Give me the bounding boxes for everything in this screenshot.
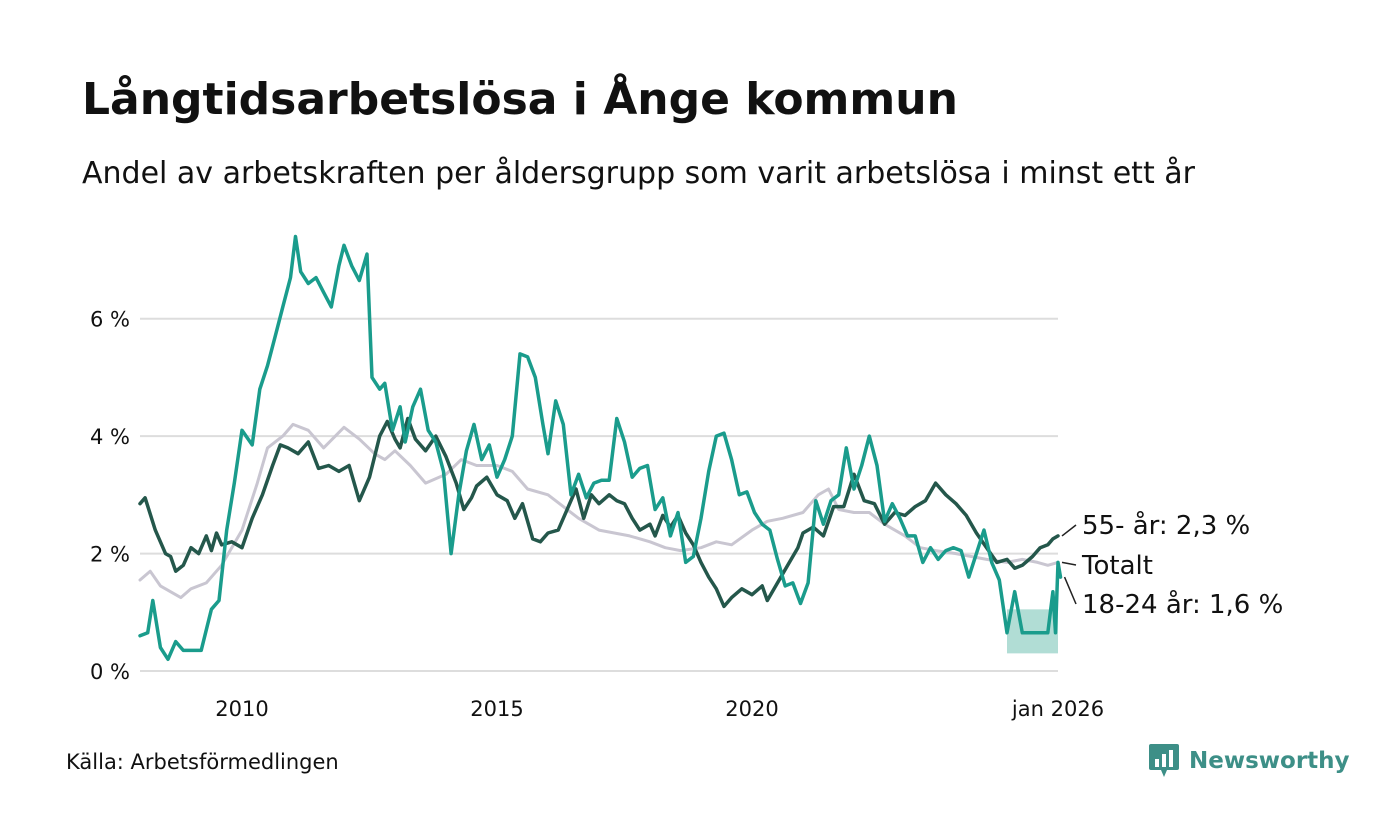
y-tick-label: 6 % [90, 308, 130, 332]
y-tick-label: 2 % [90, 543, 130, 567]
chart-title: Långtidsarbetslösa i Ånge kommun [82, 74, 958, 125]
label-leader-line [1061, 561, 1077, 566]
label-leader-line [1061, 524, 1077, 537]
y-tick-label: 0 % [90, 660, 130, 684]
series-end-label: 18-24 år: 1,6 % [1082, 589, 1283, 620]
x-tick-label: 2010 [215, 697, 268, 721]
x-tick-label: 2020 [725, 697, 778, 721]
series-line-senior [138, 416, 1060, 609]
x-tick-label: jan 2026 [1011, 697, 1104, 721]
chart-subtitle: Andel av arbetskraften per åldersgrupp s… [82, 156, 1195, 191]
source-credit: Källa: Arbetsförmedlingen [66, 750, 339, 774]
series-end-label: 55- år: 2,3 % [1082, 510, 1250, 541]
label-leader-line [1063, 576, 1077, 605]
series-line-youth [138, 234, 1063, 662]
series-line-total [138, 422, 1060, 600]
series-end-label: Totalt [1081, 551, 1153, 581]
x-tick-label: 2015 [470, 697, 523, 721]
brand-name: Newsworthy [1189, 748, 1350, 774]
newsworthy-logo-icon [1149, 744, 1179, 777]
y-tick-label: 4 % [90, 425, 130, 449]
brand-logo[interactable]: Newsworthy [1149, 744, 1350, 778]
